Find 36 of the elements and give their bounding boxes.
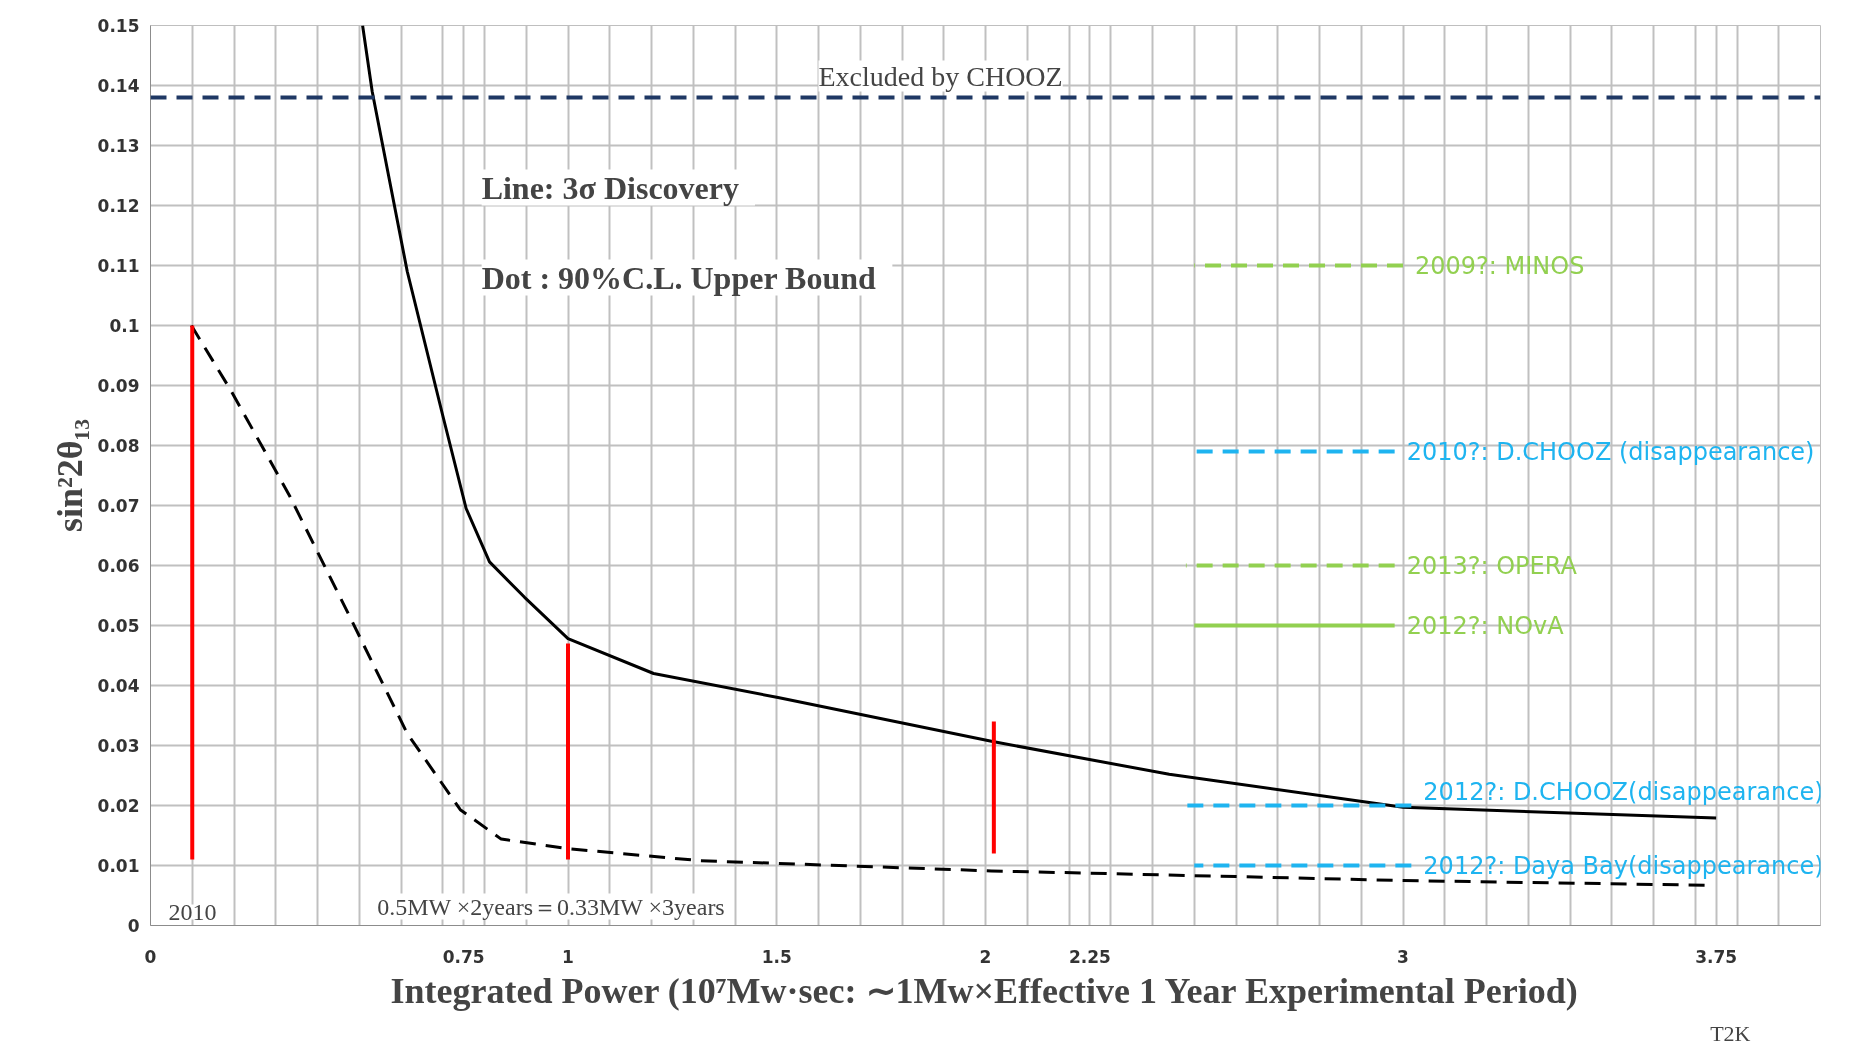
y-tick-label: 0.03 — [97, 736, 140, 756]
x-tick-label: 1 — [562, 946, 574, 967]
annotation: 2010 — [168, 898, 217, 925]
y-tick-label: 0.02 — [97, 796, 140, 816]
x-tick-label: 2.25 — [1068, 946, 1111, 967]
x-tick-label: 0.75 — [442, 946, 485, 967]
series-label: 2012?: NOvA — [1406, 611, 1565, 640]
text: T2K — [1710, 1020, 1751, 1046]
y-tick-label: 0.13 — [97, 136, 140, 156]
y-tick-label: 0.06 — [97, 556, 140, 576]
y-tick-label: 0.04 — [97, 676, 140, 696]
y-tick-label: 0.14 — [97, 76, 140, 96]
y-tick-label: 0.12 — [97, 196, 140, 216]
x-axis-title: Integrated Power (10⁷Mw·sec: ∼1Mw×Effective 1 Year Experimental Period) — [390, 970, 1578, 1011]
annotation: Line: 3σ Discovery — [481, 169, 739, 206]
series-label: 2010?: D.CHOOZ (disappearance) — [1406, 437, 1815, 466]
y-tick-label: 0.1 — [109, 316, 140, 336]
annotation: Dot : 90%C.L. Upper Bound — [481, 259, 876, 296]
y-tick-label: 0.15 — [97, 16, 140, 36]
y-tick-label: 0.01 — [97, 856, 140, 876]
annotation: 0.5MW ×2years＝0.33MW ×3years — [377, 893, 725, 920]
y-tick-label: 0.05 — [97, 616, 140, 636]
x-tick-label: 3 — [1397, 946, 1409, 967]
x-tick-label: 1.5 — [761, 946, 792, 967]
x-tick-label: 0 — [144, 946, 157, 967]
y-tick-label: 0.07 — [97, 496, 140, 516]
y-tick-label: 0.08 — [97, 436, 140, 456]
series-label: 2009?: MINOS — [1415, 251, 1585, 280]
ref-line-label: Excluded by CHOOZ — [818, 60, 1063, 92]
y-tick-label: 0 — [127, 916, 140, 936]
x-tick-label: 2 — [979, 946, 992, 967]
y-axis-title: sin²2θ₁₃ — [49, 418, 90, 533]
series-label: 2013?: OPERA — [1406, 551, 1578, 580]
y-tick-label: 0.09 — [97, 376, 140, 396]
y-tick-label: 0.11 — [97, 256, 140, 276]
x-tick-label: 3.75 — [1695, 946, 1738, 967]
